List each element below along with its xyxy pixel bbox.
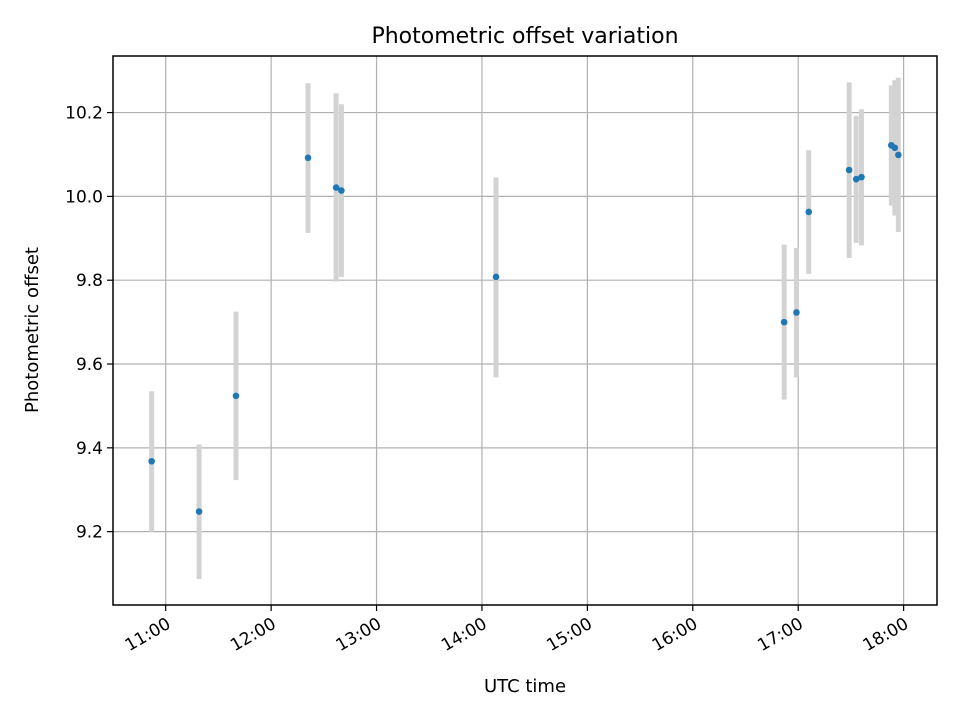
data-point [304,154,312,162]
data-point [891,144,899,152]
data-points [148,141,902,515]
data-point [895,151,902,159]
data-point [793,309,800,316]
y-tick-label: 10.2 [65,104,103,124]
y-axis-ticks: 9.2 9.4 9.6 9.8 10.0 10.2 [65,104,113,543]
y-axis-label: Photometric offset [22,247,43,413]
y-tick-label: 10.0 [65,187,103,207]
data-point [232,392,240,400]
y-tick-label: 9.6 [76,355,103,375]
y-tick-label: 9.2 [76,523,103,543]
data-point [332,184,340,191]
data-point [858,173,865,181]
chart-title: Photometric offset variation [371,24,678,49]
data-point [852,175,860,183]
y-tick-label: 9.4 [76,439,103,459]
y-tick-label: 9.8 [76,271,103,291]
data-point [845,166,853,174]
data-point [148,457,155,465]
data-point [805,208,813,216]
x-axis-label: UTC time [484,676,566,697]
data-point [338,187,345,194]
data-point [492,273,500,281]
grid [113,56,937,605]
data-point [780,318,788,326]
data-point [195,508,203,515]
plot-frame [112,55,938,606]
